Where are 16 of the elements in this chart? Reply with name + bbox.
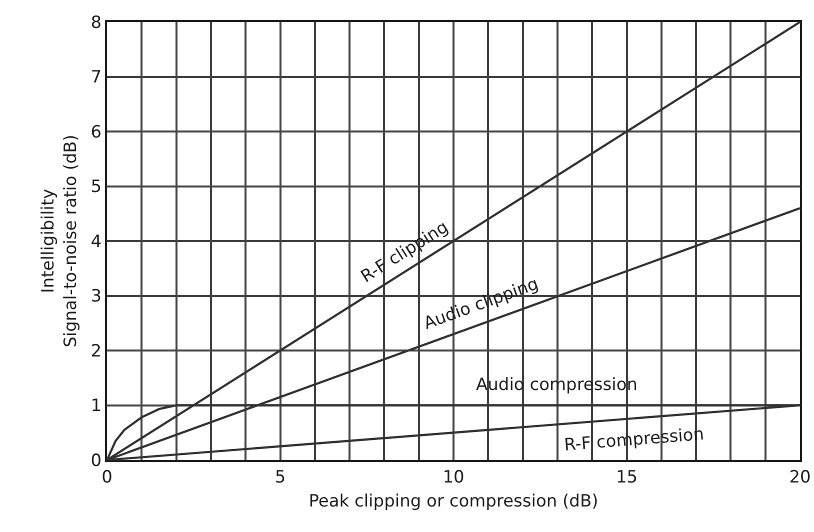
y-tick-label: 3	[90, 286, 102, 307]
y-tick-label: 4	[90, 232, 102, 252]
y-tick-label: 1	[90, 396, 102, 416]
x-tick-label: 15	[616, 467, 638, 488]
y-tick-label: 8	[90, 12, 102, 33]
y-tick-label: 0	[90, 450, 102, 471]
series-label: R-F compression	[563, 424, 705, 456]
y-tick-label: 7	[90, 68, 102, 88]
x-tick-label: 20	[789, 467, 811, 488]
y-axis-title: Intelligibility Signal-to-noise ratio (dB)	[38, 134, 81, 348]
y-tick-label: 5	[90, 177, 102, 198]
x-tick-label: 5	[274, 467, 286, 488]
y-tick-label: 6	[90, 122, 102, 142]
x-axis-title: Peak clipping or compression (dB)	[308, 491, 598, 512]
y-tick-label: 2	[90, 341, 102, 362]
x-tick-label: 10	[442, 467, 464, 488]
